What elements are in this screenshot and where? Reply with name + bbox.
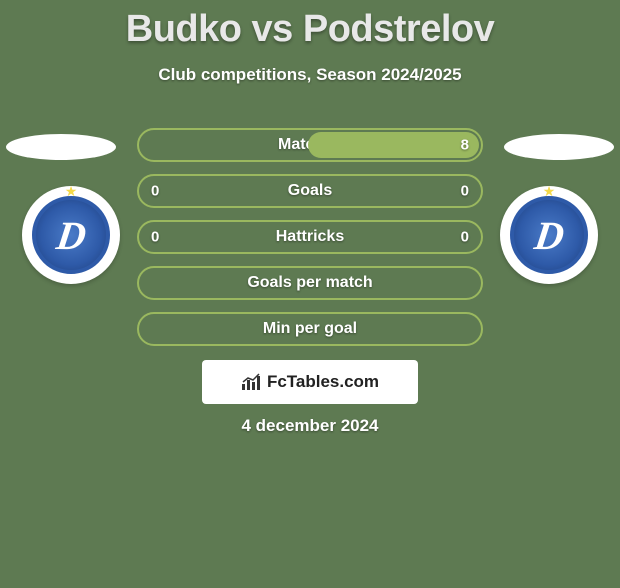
stat-label: Goals per match xyxy=(247,274,372,292)
stat-label: Hattricks xyxy=(276,228,344,246)
stat-label: Goals xyxy=(288,182,332,200)
stat-right-value: 0 xyxy=(461,183,469,200)
stat-row-hattricks: 0 Hattricks 0 xyxy=(137,220,483,254)
branding-logo: FcTables.com xyxy=(202,360,418,404)
stat-right-value: 0 xyxy=(461,229,469,246)
page-title: Budko vs Podstrelov xyxy=(0,8,620,51)
player-left-club-badge: ★ D xyxy=(22,186,120,284)
stat-fill xyxy=(308,132,479,158)
stat-row-goals-per-match: Goals per match xyxy=(137,266,483,300)
player-right-flag xyxy=(504,134,614,160)
stat-label: Min per goal xyxy=(263,320,357,338)
player-right-club-badge: ★ D xyxy=(500,186,598,284)
bar-chart-icon xyxy=(241,373,263,391)
stat-row-matches: Matches 8 xyxy=(137,128,483,162)
club-badge-letter: D xyxy=(53,212,88,259)
stats-container: Matches 8 0 Goals 0 0 Hattricks 0 Goals … xyxy=(137,128,483,358)
player-left-flag xyxy=(6,134,116,160)
stat-left-value: 0 xyxy=(151,229,159,246)
page-subtitle: Club competitions, Season 2024/2025 xyxy=(0,65,620,85)
stat-row-goals: 0 Goals 0 xyxy=(137,174,483,208)
stat-left-value: 0 xyxy=(151,183,159,200)
date-text: 4 december 2024 xyxy=(0,416,620,436)
stat-row-min-per-goal: Min per goal xyxy=(137,312,483,346)
stat-right-value: 8 xyxy=(461,137,469,154)
club-badge-letter: D xyxy=(531,212,566,259)
branding-text: FcTables.com xyxy=(267,372,379,392)
